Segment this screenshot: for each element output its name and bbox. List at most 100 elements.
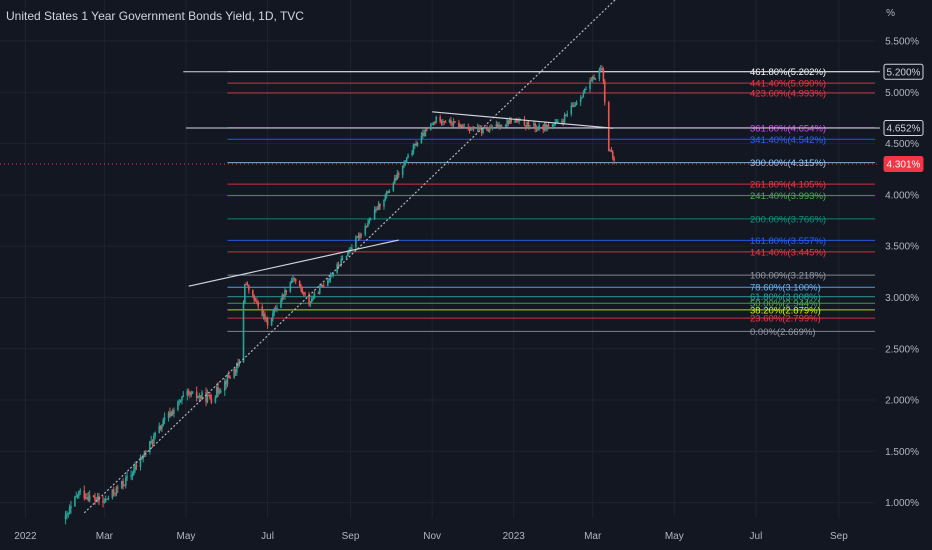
candle-body bbox=[253, 295, 256, 301]
candle-body bbox=[67, 512, 70, 514]
candle-body bbox=[482, 128, 484, 133]
candle-body bbox=[570, 105, 573, 115]
candle-body bbox=[590, 80, 593, 82]
candle-body bbox=[252, 290, 254, 296]
candle-body bbox=[364, 226, 367, 235]
candle-body bbox=[470, 128, 472, 131]
candle-body bbox=[468, 129, 471, 131]
y-tick-label: 2.000% bbox=[885, 396, 919, 407]
candle-body bbox=[383, 199, 385, 207]
candle-body bbox=[265, 317, 268, 320]
candle-body bbox=[197, 397, 199, 399]
candle-body bbox=[599, 68, 602, 70]
candle-body bbox=[190, 392, 193, 395]
candle-body bbox=[459, 124, 462, 128]
candle-body bbox=[458, 122, 460, 128]
y-tick-label: 3.000% bbox=[885, 293, 919, 304]
candle-body bbox=[451, 123, 454, 125]
candle-body bbox=[173, 409, 175, 415]
candle-body bbox=[153, 436, 155, 444]
candle-body bbox=[215, 387, 218, 398]
candle-body bbox=[162, 419, 165, 426]
candle-body bbox=[102, 500, 104, 502]
candle-body bbox=[92, 495, 95, 498]
candle-body bbox=[245, 283, 247, 285]
candle-body bbox=[337, 264, 340, 266]
fib-level-label: 61.80%(3.008%) bbox=[750, 292, 821, 303]
candle-body bbox=[507, 120, 510, 124]
candle-body bbox=[309, 301, 312, 305]
candle-body bbox=[585, 89, 587, 91]
candle-body bbox=[472, 126, 475, 130]
candle-body bbox=[151, 440, 154, 444]
candle-body bbox=[225, 381, 227, 385]
candle-body bbox=[365, 226, 368, 228]
candle-body bbox=[488, 126, 491, 131]
candle-body bbox=[317, 292, 320, 294]
candle-body bbox=[518, 119, 520, 122]
candle-body bbox=[233, 369, 235, 378]
candle-body bbox=[122, 480, 124, 486]
candle-body bbox=[491, 126, 494, 129]
candle-body bbox=[395, 177, 397, 180]
candle-body bbox=[442, 121, 444, 123]
candle-body bbox=[421, 133, 424, 136]
candle-body bbox=[506, 120, 508, 125]
candle-body bbox=[434, 122, 436, 124]
price-tag-label: 5.200% bbox=[887, 67, 921, 78]
candle-body bbox=[161, 425, 163, 430]
candle-body bbox=[143, 451, 146, 456]
candle-body bbox=[515, 119, 518, 121]
candle-body bbox=[401, 165, 404, 176]
candle-body bbox=[583, 89, 586, 94]
candle-body bbox=[533, 123, 535, 126]
candle-body bbox=[448, 120, 451, 123]
candle-body bbox=[201, 392, 203, 399]
candle-body bbox=[76, 495, 79, 497]
candle-body bbox=[332, 272, 334, 275]
candle-body bbox=[256, 301, 258, 303]
y-tick-label: 4.000% bbox=[885, 190, 919, 201]
candle-body bbox=[347, 251, 349, 257]
candle-body bbox=[284, 290, 286, 297]
candle-body bbox=[407, 155, 409, 158]
y-tick-label: 5.500% bbox=[885, 37, 919, 48]
candle-body bbox=[476, 127, 479, 130]
candle-body bbox=[66, 513, 68, 516]
candle-body bbox=[504, 124, 507, 127]
candle-body bbox=[177, 401, 179, 410]
candle-body bbox=[340, 259, 342, 265]
candle-body bbox=[254, 300, 257, 302]
candle-body bbox=[179, 400, 182, 402]
candle-body bbox=[357, 236, 360, 239]
candle-body bbox=[289, 282, 292, 293]
candle-body bbox=[178, 400, 181, 402]
candle-body bbox=[290, 280, 293, 283]
candle-body bbox=[589, 80, 591, 90]
candle-body bbox=[64, 515, 67, 520]
candle-body bbox=[237, 363, 239, 365]
candle-body bbox=[145, 451, 147, 453]
candle-body bbox=[181, 396, 183, 401]
candle-body bbox=[360, 234, 363, 236]
candle-body bbox=[566, 114, 569, 116]
candle-body bbox=[320, 284, 322, 287]
candle-body bbox=[116, 487, 119, 489]
fib-level-label: 341.40%(4.542%) bbox=[750, 135, 826, 146]
candle-body bbox=[373, 209, 376, 220]
fib-level-label: 78.60%(3.100%) bbox=[750, 283, 821, 294]
candle-body bbox=[557, 121, 559, 123]
candle-body bbox=[238, 362, 241, 364]
candle-body bbox=[384, 195, 387, 200]
fib-level-label: 0.00%(2.669%) bbox=[750, 327, 815, 338]
candle-body bbox=[158, 425, 161, 433]
gridlines bbox=[0, 0, 875, 518]
candle-body bbox=[413, 143, 416, 146]
candle-body bbox=[310, 298, 313, 302]
candle-body bbox=[377, 203, 380, 210]
candle-body bbox=[167, 412, 170, 418]
candle-body bbox=[318, 286, 321, 294]
x-tick-label: Mar bbox=[96, 531, 114, 542]
price-tag-label: 4.301% bbox=[887, 160, 921, 171]
